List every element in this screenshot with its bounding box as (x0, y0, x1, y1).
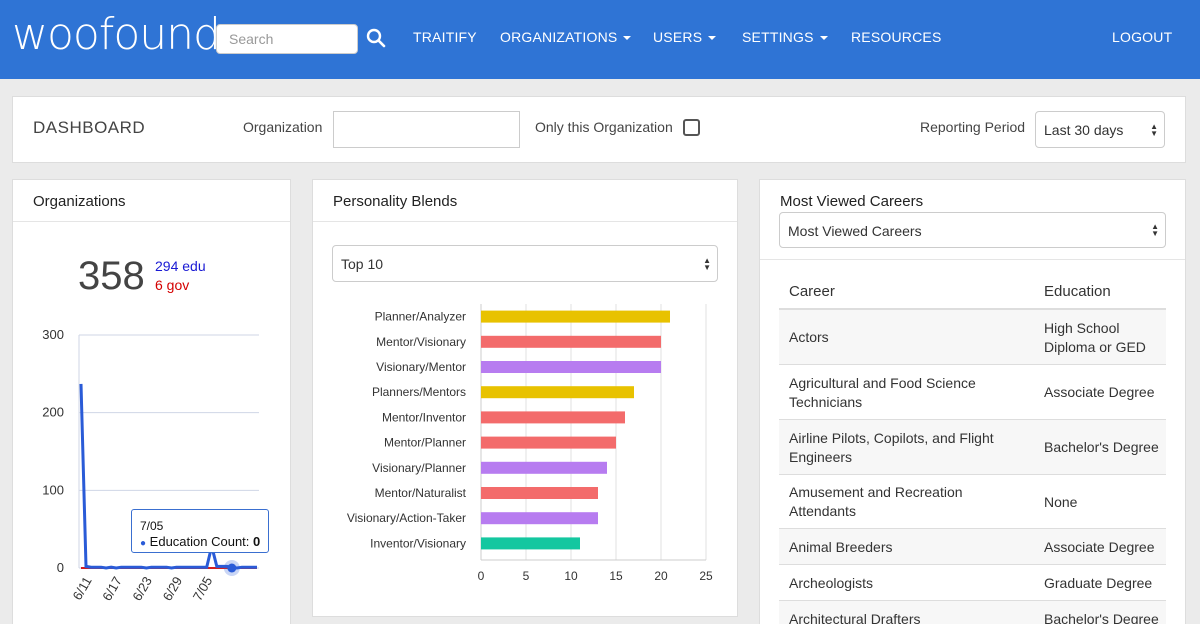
x-tick-label: 7/05 (190, 574, 216, 603)
caret-down-icon (819, 36, 828, 40)
table-row: Airline Pilots, Copilots, and Flight Eng… (779, 420, 1166, 475)
x-tick-label: 10 (564, 569, 578, 583)
career-education: Associate Degree (1044, 384, 1155, 400)
gov-count: 6 gov (155, 277, 190, 293)
category-label: Mentor/Inventor (382, 410, 466, 424)
x-tick-label: 20 (654, 569, 668, 583)
career-education: Graduate Degree (1044, 574, 1153, 591)
select-arrows-icon: ▲ ▼ (1150, 121, 1158, 138)
bar-mentor-inventor (481, 411, 625, 424)
bar-planners-mentors (481, 386, 634, 399)
x-tick-label: 6/17 (99, 574, 125, 603)
y-tick-label: 100 (42, 482, 64, 497)
category-label: Planner/Analyzer (375, 310, 466, 324)
bar-mentor-planner (481, 436, 616, 449)
careers-select[interactable]: Most Viewed Careers ▲ ▼ (779, 212, 1166, 248)
nav-users[interactable]: USERS (653, 29, 717, 45)
bar-mentor-naturalist (481, 487, 598, 499)
reporting-period-label: Reporting Period (920, 119, 1026, 135)
personality-bar-chart: 0 5 10 15 20 25 Planner/Analyzer Mentor/Visiona… (347, 304, 713, 583)
table-header: Career Education (779, 279, 1166, 310)
career-education: Bachelor's Degree (1044, 439, 1159, 455)
search-icon[interactable] (366, 28, 386, 48)
chart-tooltip: 7/05 ● Education Count: 0 (131, 509, 269, 553)
category-label: Mentor/Visionary (376, 335, 466, 349)
career-name: Agricultural and Food Science Technician… (789, 374, 976, 410)
organizations-title: Organizations (33, 193, 126, 210)
x-tick-label: 6/11 (70, 574, 95, 603)
bar-visionary-mentor (481, 361, 661, 373)
career-education: Bachelor's Degree (1044, 610, 1159, 624)
woofound-logo[interactable]: woofound (12, 9, 221, 60)
career-name: Animal Breeders (789, 538, 893, 555)
career-name: Amusement and Recreation Attendants (789, 484, 963, 519)
select-arrows-icon: ▲ ▼ (703, 255, 711, 272)
hover-point (227, 563, 237, 573)
page-title: DASHBOARD (33, 118, 146, 137)
x-tick-label: 25 (699, 569, 713, 583)
y-tick-label: 0 (57, 560, 64, 575)
bar-mentor-visionary (481, 335, 661, 348)
career-education: None (1044, 493, 1078, 510)
organization-input[interactable] (333, 111, 520, 148)
careers-panel: Most Viewed Careers Most Viewed Careers … (759, 179, 1186, 624)
series-dot-icon: ● (140, 538, 147, 549)
table-row: Archeologists Graduate Degree (779, 565, 1166, 601)
nav-settings[interactable]: SETTINGS (742, 29, 828, 45)
organization-total: 358 (78, 254, 145, 298)
nav-resources[interactable]: RESOURCES (851, 29, 942, 45)
category-label: Inventor/Visionary (370, 536, 466, 550)
table-row: Animal Breeders Associate Degree (779, 529, 1166, 565)
bar-visionary-action-taker (481, 512, 598, 525)
x-tick-label: 15 (609, 569, 623, 583)
careers-table: Career Education Actors High School Diplo… (779, 279, 1166, 624)
career-education: Associate Degree (1044, 538, 1155, 555)
career-name: Architectural Drafters (789, 610, 921, 624)
table-row: Amusement and Recreation Attendants None (779, 475, 1166, 529)
category-label: Visionary/Planner (372, 461, 466, 475)
top-navbar: woofound TRAITIFY ORGANIZATIONS USERS SE… (0, 0, 1200, 79)
career-name: Archeologists (789, 574, 874, 591)
career-name: Airline Pilots, Copilots, and Flight Eng… (789, 429, 994, 465)
table-row: Agricultural and Food Science Technician… (779, 365, 1166, 420)
category-label: Planners/Mentors (372, 385, 466, 399)
x-tick-label: 6/23 (129, 574, 155, 603)
category-label: Visionary/Action-Taker (347, 511, 466, 525)
category-label: Mentor/Planner (384, 436, 466, 450)
x-tick-label: 6/29 (160, 574, 186, 603)
select-arrows-icon: ▲ ▼ (1151, 222, 1159, 238)
search-input[interactable] (216, 24, 358, 54)
y-tick-label: 300 (42, 327, 64, 342)
caret-down-icon (708, 36, 717, 40)
table-row: Actors High School Diploma or GED (779, 310, 1166, 365)
organization-label: Organization (243, 119, 323, 135)
caret-down-icon (623, 36, 632, 40)
logout-link[interactable]: LOGOUT (1112, 29, 1173, 45)
bar-visionary-planner (481, 461, 607, 474)
nav-organizations[interactable]: ORGANIZATIONS (500, 29, 632, 45)
reporting-period-select[interactable]: Last 30 days ▲ ▼ (1035, 111, 1165, 148)
only-organization-label: Only this Organization (535, 119, 673, 135)
table-row: Architectural Drafters Bachelor's Degree (779, 601, 1166, 624)
career-education: High School Diploma or GED (1044, 319, 1146, 355)
category-label: Visionary/Mentor (376, 360, 466, 374)
y-tick-label: 200 (42, 405, 64, 420)
career-name: Actors (789, 329, 829, 345)
personality-blends-title: Personality Blends (333, 193, 458, 210)
careers-title: Most Viewed Careers (780, 193, 924, 210)
top-filter-select[interactable]: Top 10 ▲ ▼ (332, 245, 718, 282)
nav-traitify[interactable]: TRAITIFY (413, 29, 477, 45)
x-tick-label: 5 (523, 569, 530, 583)
only-organization-checkbox[interactable] (683, 119, 700, 136)
bar-inventor-visionary (481, 537, 580, 550)
edu-count: 294 edu (155, 258, 206, 274)
x-tick-label: 0 (478, 569, 485, 583)
dashboard-filter-bar: DASHBOARD Organization Only this Organiz… (12, 96, 1186, 163)
category-label: Mentor/Naturalist (375, 486, 467, 500)
bar-planner-analyzer (481, 310, 670, 323)
organizations-line-chart[interactable]: 300 200 100 0 6/11 6/17 6/23 6/29 7/05 (0, 300, 300, 624)
